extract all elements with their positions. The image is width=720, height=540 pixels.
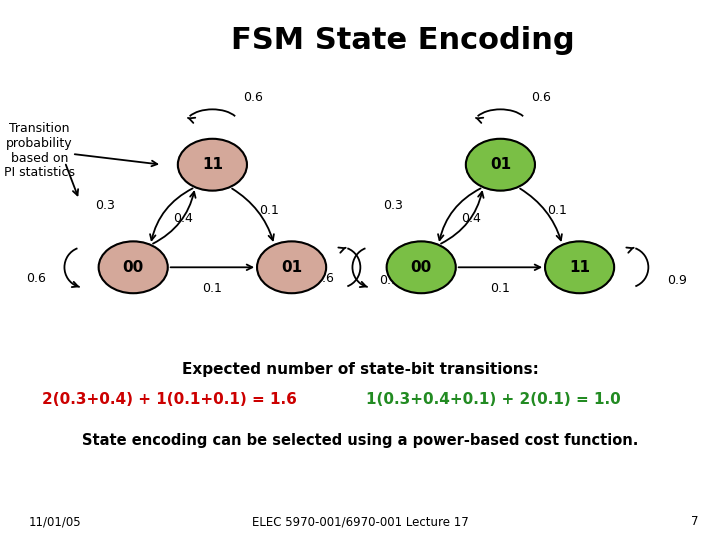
Circle shape xyxy=(387,241,456,293)
Text: 1(0.3+0.4+0.1) + 2(0.1) = 1.0: 1(0.3+0.4+0.1) + 2(0.1) = 1.0 xyxy=(366,392,621,407)
Text: 2(0.3+0.4) + 1(0.1+0.1) = 1.6: 2(0.3+0.4) + 1(0.1+0.1) = 1.6 xyxy=(42,392,297,407)
Text: Transition
probability
based on
PI statistics: Transition probability based on PI stati… xyxy=(4,122,75,179)
Text: 0.4: 0.4 xyxy=(173,212,193,225)
Text: Expected number of state-bit transitions:: Expected number of state-bit transitions… xyxy=(181,362,539,377)
Circle shape xyxy=(178,139,247,191)
Text: 0.6: 0.6 xyxy=(243,91,263,104)
Text: 00: 00 xyxy=(122,260,144,275)
Text: 11: 11 xyxy=(569,260,590,275)
Text: 0.1: 0.1 xyxy=(490,282,510,295)
Text: 0.9: 0.9 xyxy=(379,274,399,287)
Circle shape xyxy=(466,139,535,191)
Circle shape xyxy=(99,241,168,293)
Circle shape xyxy=(257,241,326,293)
Text: 0.3: 0.3 xyxy=(383,199,403,212)
Text: State encoding can be selected using a power-based cost function.: State encoding can be selected using a p… xyxy=(82,433,638,448)
Text: 11/01/05: 11/01/05 xyxy=(29,515,81,528)
Text: 0.6: 0.6 xyxy=(531,91,551,104)
Text: 0.4: 0.4 xyxy=(461,212,481,225)
Text: FSM State Encoding: FSM State Encoding xyxy=(231,26,575,55)
Text: 0.1: 0.1 xyxy=(547,204,567,217)
Text: 0.6: 0.6 xyxy=(26,272,46,285)
Text: 0.1: 0.1 xyxy=(259,204,279,217)
Text: 0.6: 0.6 xyxy=(314,272,334,285)
Text: ELEC 5970-001/6970-001 Lecture 17: ELEC 5970-001/6970-001 Lecture 17 xyxy=(251,515,469,528)
Text: 11: 11 xyxy=(202,157,223,172)
Circle shape xyxy=(545,241,614,293)
Text: 0.1: 0.1 xyxy=(202,282,222,295)
Text: 01: 01 xyxy=(490,157,511,172)
Text: 0.9: 0.9 xyxy=(667,274,687,287)
Text: 0.3: 0.3 xyxy=(95,199,115,212)
Text: 7: 7 xyxy=(691,515,698,528)
Text: 01: 01 xyxy=(281,260,302,275)
Text: 00: 00 xyxy=(410,260,432,275)
